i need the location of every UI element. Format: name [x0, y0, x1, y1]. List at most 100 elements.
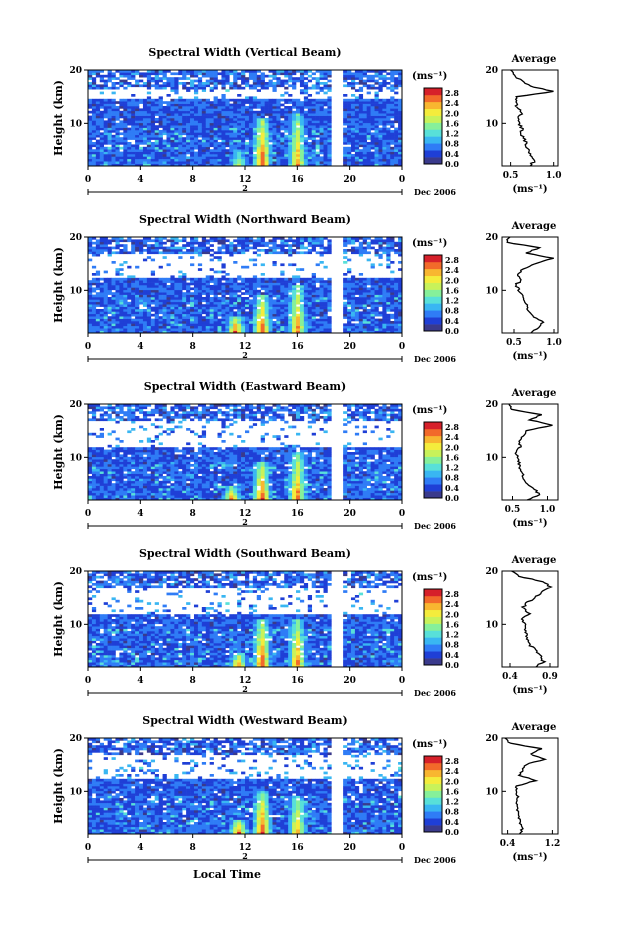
- date-label: Dec 2006: [414, 521, 456, 531]
- heatmap-cells: [88, 237, 403, 334]
- colorbar-tick: 1.6: [445, 285, 459, 295]
- average-line: [506, 236, 554, 334]
- day-marker: 2: [242, 517, 248, 527]
- colorbar-frame: [423, 755, 443, 833]
- colorbar-swatch: [424, 115, 442, 123]
- x-tick-label: 8: [190, 843, 196, 853]
- colorbar-swatch: [424, 442, 442, 450]
- x-tick-label: 16: [291, 509, 304, 519]
- average-title: Average: [511, 221, 557, 232]
- colorbar-tick: 2.4: [445, 599, 459, 609]
- average-y-tick-label: 20: [485, 400, 498, 410]
- colorbar-unit: (ms⁻¹): [412, 71, 447, 82]
- colorbar-swatch: [424, 470, 442, 478]
- x-tick-label: 0: [399, 843, 405, 853]
- average-x-tick-label: 0.9: [542, 672, 558, 682]
- colorbar-swatch: [424, 756, 442, 764]
- x-tick-label: 12: [239, 509, 252, 519]
- day-marker: 2: [242, 851, 248, 861]
- colorbar: 0.00.40.81.21.62.02.42.8: [423, 254, 459, 336]
- colorbar-tick: 0.0: [445, 660, 459, 670]
- day-marker: 2: [242, 183, 248, 193]
- colorbar-frame: [423, 421, 443, 499]
- x-tick-label: 20: [343, 509, 356, 519]
- average-x-tick-label: 0.4: [500, 839, 516, 849]
- x-tick-label: 20: [343, 676, 356, 686]
- x-tick-label: 16: [291, 676, 304, 686]
- colorbar-swatch: [424, 630, 442, 638]
- average-x-label: (ms⁻¹): [512, 685, 547, 696]
- colorbar-tick: 0.4: [445, 817, 459, 827]
- colorbar-tick: 0.8: [445, 640, 459, 650]
- average-line: [511, 570, 553, 668]
- colorbar-frame: [423, 254, 443, 332]
- x-tick-label: 0: [399, 175, 405, 185]
- average-x-label: (ms⁻¹): [512, 518, 547, 529]
- average-x-tick-label: 1.0: [546, 171, 562, 181]
- colorbar-swatch: [424, 463, 442, 471]
- colorbar-swatch: [424, 491, 442, 499]
- colorbar-swatch: [424, 428, 442, 437]
- colorbar-swatch: [424, 776, 442, 784]
- colorbar-swatch: [424, 449, 442, 457]
- colorbar-tick: 2.8: [445, 255, 459, 265]
- x-tick-label: 4: [137, 509, 143, 519]
- colorbar: 0.00.40.81.21.62.02.42.8: [423, 588, 459, 670]
- colorbar-tick: 0.4: [445, 650, 459, 660]
- colorbar-swatch: [424, 790, 442, 798]
- x-tick-label: 4: [137, 175, 143, 185]
- x-tick-label: 16: [291, 843, 304, 853]
- colorbar: 0.00.40.81.21.62.02.42.8: [423, 755, 459, 837]
- average-frame: [501, 69, 559, 167]
- y-axis-label: Height (km): [52, 247, 65, 323]
- colorbar-swatch: [424, 623, 442, 631]
- colorbar: 0.00.40.81.21.62.02.42.8: [423, 87, 459, 169]
- x-tick-label: 0: [85, 509, 91, 519]
- colorbar-tick: 1.6: [445, 619, 459, 629]
- colorbar-tick: 2.4: [445, 766, 459, 776]
- y-tick-label: 10: [69, 620, 82, 630]
- average-y-tick-label: 20: [485, 66, 498, 76]
- colorbar-unit: (ms⁻¹): [412, 572, 447, 583]
- x-axis-label: Local Time: [193, 868, 261, 881]
- colorbar-swatch: [424, 644, 442, 652]
- y-tick-label: 20: [69, 400, 82, 410]
- y-tick-label: 20: [69, 734, 82, 744]
- colorbar-swatch: [424, 129, 442, 137]
- colorbar-tick: 0.4: [445, 149, 459, 159]
- average-x-tick-label: 1.0: [540, 505, 556, 515]
- average-profile: Average 10 20 0.5 1.0 (ms⁻¹): [485, 54, 561, 195]
- x-tick-label: 4: [137, 843, 143, 853]
- average-x-tick-label: 1.0: [546, 338, 562, 348]
- colorbar-swatch: [424, 143, 442, 151]
- average-title: Average: [511, 54, 557, 65]
- colorbar-unit: (ms⁻¹): [412, 739, 447, 750]
- colorbar-swatch: [424, 275, 442, 283]
- y-tick-label: 20: [69, 66, 82, 76]
- colorbar-swatch: [424, 651, 442, 659]
- heatmap-cells: [88, 404, 403, 501]
- average-x-tick-label: 0.5: [506, 338, 522, 348]
- heatmap-cells: [88, 70, 403, 167]
- x-tick-label: 4: [137, 342, 143, 352]
- colorbar-swatch: [424, 88, 442, 96]
- x-tick-label: 16: [291, 175, 304, 185]
- average-x-label: (ms⁻¹): [512, 351, 547, 362]
- day-marker: 2: [242, 350, 248, 360]
- average-profile: Average 10 20 0.4 1.2 (ms⁻¹): [485, 722, 560, 863]
- x-tick-label: 20: [343, 843, 356, 853]
- colorbar-tick: 1.2: [445, 296, 459, 306]
- date-label: Dec 2006: [414, 855, 456, 865]
- colorbar-tick: 2.8: [445, 589, 459, 599]
- x-tick-label: 0: [399, 676, 405, 686]
- colorbar-swatch: [424, 94, 442, 103]
- colorbar-swatch: [424, 108, 442, 116]
- y-tick-label: 20: [69, 233, 82, 243]
- colorbar-tick: 1.2: [445, 630, 459, 640]
- y-axis-label: Height (km): [52, 80, 65, 156]
- average-y-tick-label: 20: [485, 233, 498, 243]
- y-axis-label: Height (km): [52, 581, 65, 657]
- average-profile: Average 10 20 0.4 0.9 (ms⁻¹): [485, 555, 559, 696]
- x-tick-label: 0: [85, 342, 91, 352]
